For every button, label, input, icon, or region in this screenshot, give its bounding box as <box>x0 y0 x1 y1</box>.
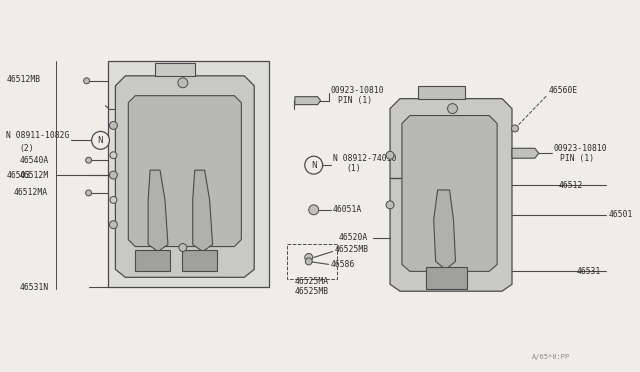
Circle shape <box>308 205 319 215</box>
Text: 46051A: 46051A <box>333 205 362 214</box>
Text: 46531N: 46531N <box>19 283 49 292</box>
Text: 46531: 46531 <box>577 267 601 276</box>
Circle shape <box>447 104 458 113</box>
Bar <box>108 61 269 287</box>
Text: (2): (2) <box>19 144 34 153</box>
Text: N: N <box>98 136 104 145</box>
Text: 46525MB: 46525MB <box>335 245 369 254</box>
Circle shape <box>178 78 188 88</box>
Text: 00923-10810: 00923-10810 <box>331 86 384 95</box>
Text: N: N <box>311 161 317 170</box>
Circle shape <box>305 253 313 262</box>
Polygon shape <box>390 99 512 291</box>
Text: 46525MA: 46525MA <box>295 277 329 286</box>
Text: 46501: 46501 <box>608 210 632 219</box>
Circle shape <box>110 196 117 203</box>
Polygon shape <box>135 250 170 271</box>
Text: 46512MB: 46512MB <box>6 75 40 84</box>
Circle shape <box>86 190 92 196</box>
Polygon shape <box>182 250 216 271</box>
Polygon shape <box>155 63 195 76</box>
Text: 46503: 46503 <box>6 171 31 180</box>
Circle shape <box>386 201 394 209</box>
Text: A/65*0:PP: A/65*0:PP <box>532 354 570 360</box>
Text: 46512MA: 46512MA <box>13 189 47 198</box>
Circle shape <box>92 131 109 149</box>
Polygon shape <box>426 267 467 289</box>
Circle shape <box>305 258 312 265</box>
Circle shape <box>84 78 90 84</box>
Text: 46560E: 46560E <box>548 86 578 95</box>
Polygon shape <box>148 170 168 251</box>
Bar <box>287 244 337 279</box>
Text: 46512M: 46512M <box>19 171 49 180</box>
Circle shape <box>179 244 187 251</box>
Circle shape <box>86 157 92 163</box>
Text: N 08912-74010: N 08912-74010 <box>333 154 396 163</box>
Polygon shape <box>115 76 254 277</box>
Text: 46512: 46512 <box>559 180 583 189</box>
Text: 46540A: 46540A <box>19 156 49 165</box>
Circle shape <box>110 152 117 159</box>
Circle shape <box>305 156 323 174</box>
Circle shape <box>511 125 518 132</box>
Circle shape <box>386 151 394 159</box>
Polygon shape <box>402 116 497 271</box>
Text: 00923-10810: 00923-10810 <box>554 144 607 153</box>
Circle shape <box>109 122 117 129</box>
Circle shape <box>109 171 117 179</box>
Text: 46525MB: 46525MB <box>295 287 329 296</box>
Polygon shape <box>295 97 321 105</box>
Text: PIN (1): PIN (1) <box>559 154 594 163</box>
Circle shape <box>109 221 117 229</box>
Text: 46520A: 46520A <box>339 233 368 242</box>
Text: PIN (1): PIN (1) <box>339 96 372 105</box>
Text: 46586: 46586 <box>331 260 355 269</box>
Polygon shape <box>434 190 456 269</box>
Polygon shape <box>418 86 465 99</box>
Polygon shape <box>512 148 539 158</box>
Text: (1): (1) <box>346 164 361 173</box>
Text: N 08911-1082G: N 08911-1082G <box>6 131 70 140</box>
Polygon shape <box>193 170 212 251</box>
Polygon shape <box>128 96 241 247</box>
